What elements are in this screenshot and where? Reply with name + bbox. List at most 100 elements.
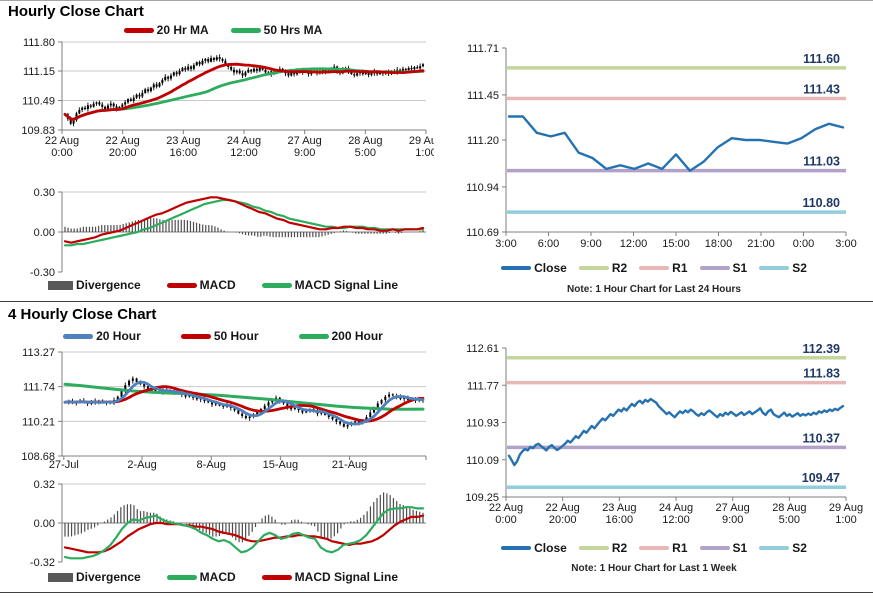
legend-label: R1 bbox=[672, 541, 688, 555]
svg-text:16:00: 16:00 bbox=[170, 147, 198, 159]
svg-text:111.74: 111.74 bbox=[23, 382, 55, 394]
svg-text:28 Aug: 28 Aug bbox=[348, 135, 382, 147]
svg-text:21:00: 21:00 bbox=[747, 238, 775, 250]
top-divider bbox=[0, 0, 873, 1]
s2-swatch bbox=[759, 266, 790, 270]
legend-item: S1 bbox=[699, 261, 748, 275]
section-divider bbox=[0, 301, 873, 302]
svg-text:2-Aug: 2-Aug bbox=[127, 459, 156, 471]
svg-text:111.71: 111.71 bbox=[467, 43, 499, 55]
legend-item: 50 Hour bbox=[180, 329, 259, 343]
svg-text:5:00: 5:00 bbox=[779, 514, 800, 526]
svg-text:111.15: 111.15 bbox=[23, 66, 55, 78]
svg-text:111.20: 111.20 bbox=[467, 135, 499, 147]
close-swatch bbox=[501, 546, 532, 550]
legend-label: S2 bbox=[792, 261, 807, 275]
legend-item: Divergence bbox=[47, 278, 141, 292]
svg-text:16:00: 16:00 bbox=[606, 514, 634, 526]
svg-text:28 Aug: 28 Aug bbox=[772, 502, 806, 514]
legend-label: 20 Hour bbox=[96, 329, 141, 343]
ma50-swatch bbox=[230, 27, 261, 33]
svg-text:29 Aug: 29 Aug bbox=[829, 502, 863, 514]
legend-label: MACD bbox=[199, 570, 236, 584]
r2-swatch bbox=[578, 266, 609, 270]
svg-text:27 Aug: 27 Aug bbox=[716, 502, 750, 514]
svg-text:22 Aug: 22 Aug bbox=[546, 502, 580, 514]
legend-label: Close bbox=[534, 541, 567, 555]
legend-item: R1 bbox=[639, 541, 688, 555]
legend-label: 50 Hour bbox=[213, 329, 259, 343]
svg-text:27 Aug: 27 Aug bbox=[288, 135, 322, 147]
hourly-macd-legend: Divergence MACD MACD Signal Line bbox=[12, 278, 434, 292]
legend-label: S1 bbox=[732, 261, 748, 275]
svg-text:111.45: 111.45 bbox=[467, 90, 499, 102]
svg-text:18:00: 18:00 bbox=[705, 238, 733, 250]
legend-item: MACD bbox=[166, 278, 236, 292]
svg-text:108.68: 108.68 bbox=[21, 451, 55, 463]
svg-text:110.49: 110.49 bbox=[22, 96, 55, 108]
legend-label: MACD Signal Line bbox=[294, 278, 399, 292]
svg-text:23 Aug: 23 Aug bbox=[602, 502, 636, 514]
s1-swatch bbox=[699, 266, 730, 270]
legend-label: R2 bbox=[611, 541, 628, 555]
svg-text:21-Aug: 21-Aug bbox=[332, 459, 367, 471]
svg-text:0.30: 0.30 bbox=[34, 187, 55, 199]
svg-text:22 Aug: 22 Aug bbox=[106, 135, 140, 147]
svg-text:1:00: 1:00 bbox=[415, 147, 434, 159]
svg-text:113.27: 113.27 bbox=[22, 347, 55, 359]
legend-label: S1 bbox=[732, 541, 748, 555]
ma50h-swatch bbox=[180, 333, 211, 339]
svg-text:111.60: 111.60 bbox=[803, 52, 840, 66]
svg-text:112.61: 112.61 bbox=[466, 343, 499, 355]
legend-item: 20 Hour bbox=[63, 329, 141, 343]
svg-text:111.80: 111.80 bbox=[23, 37, 55, 49]
legend-label: Divergence bbox=[75, 570, 141, 584]
svg-text:5:00: 5:00 bbox=[355, 147, 376, 159]
svg-text:-0.30: -0.30 bbox=[30, 267, 55, 278]
svg-text:0:00: 0:00 bbox=[793, 238, 814, 250]
svg-text:111.83: 111.83 bbox=[803, 367, 840, 381]
divergence-swatch bbox=[47, 280, 73, 290]
r1-swatch bbox=[639, 266, 670, 270]
legend-item: S1 bbox=[699, 541, 748, 555]
legend-item: Close bbox=[501, 541, 567, 555]
section-title-4hourly: 4 Hourly Close Chart bbox=[8, 306, 157, 323]
fourhourly-note: Note: 1 Hour Chart for Last 1 Week bbox=[571, 563, 737, 574]
svg-text:111.77: 111.77 bbox=[467, 380, 499, 392]
svg-text:0.00: 0.00 bbox=[34, 518, 55, 530]
svg-text:109.47: 109.47 bbox=[802, 471, 840, 485]
legend-item: S2 bbox=[759, 261, 807, 275]
legend-label: Close bbox=[534, 261, 567, 275]
fourhourly-macd-plot: 0.32 0.00 -0.32 bbox=[30, 479, 426, 569]
ma20h-swatch bbox=[63, 333, 94, 339]
legend-item: R2 bbox=[578, 261, 627, 275]
close-swatch bbox=[501, 266, 532, 270]
svg-text:24 Aug: 24 Aug bbox=[227, 135, 261, 147]
ma20-swatch bbox=[123, 27, 154, 33]
svg-text:20:00: 20:00 bbox=[549, 514, 577, 526]
svg-text:9:00: 9:00 bbox=[580, 238, 601, 250]
legend-item: MACD Signal Line bbox=[261, 570, 398, 584]
svg-text:8-Aug: 8-Aug bbox=[197, 459, 226, 471]
s2-swatch bbox=[759, 546, 790, 550]
legend-item: 50 Hrs MA bbox=[230, 23, 323, 37]
legend-label: R1 bbox=[672, 261, 688, 275]
svg-text:1:00: 1:00 bbox=[835, 514, 856, 526]
hourly-macd-plot: 0.30 0.00 -0.30 bbox=[30, 187, 426, 278]
svg-text:12:00: 12:00 bbox=[662, 514, 690, 526]
legend-label: 50 Hrs MA bbox=[263, 23, 323, 37]
macd-swatch bbox=[166, 282, 197, 288]
svg-text:111.03: 111.03 bbox=[803, 155, 840, 169]
legend-item: Close bbox=[501, 261, 567, 275]
svg-text:0:00: 0:00 bbox=[495, 514, 516, 526]
legend-label: 200 Hour bbox=[331, 329, 383, 343]
svg-text:110.21: 110.21 bbox=[22, 416, 55, 428]
svg-text:15-Aug: 15-Aug bbox=[263, 459, 298, 471]
svg-text:110.93: 110.93 bbox=[466, 418, 499, 430]
svg-text:109.83: 109.83 bbox=[21, 125, 55, 137]
legend-label: S2 bbox=[792, 541, 807, 555]
